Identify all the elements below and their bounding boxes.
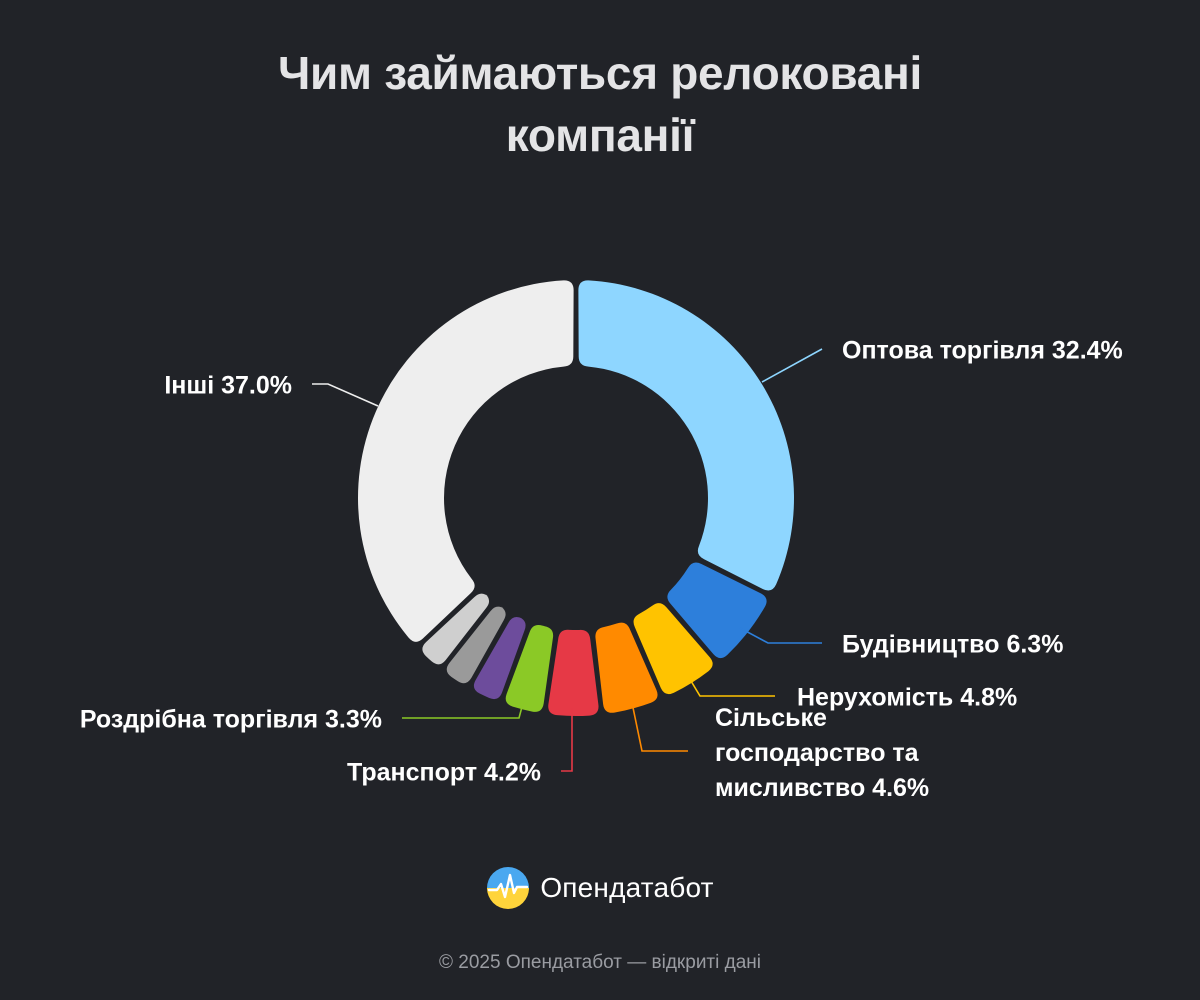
leader-line-2 <box>687 675 775 697</box>
donut-slice-5 <box>505 624 554 712</box>
leader-line-3 <box>630 697 688 752</box>
leader-line-1 <box>739 627 822 644</box>
leader-line-9 <box>312 383 379 407</box>
donut-slice-0 <box>578 280 794 591</box>
donut-slice-3 <box>595 622 658 713</box>
leader-line-4 <box>561 708 573 772</box>
donut-slice-9 <box>358 280 574 642</box>
data-label-9: Інші 37.0% <box>164 372 292 400</box>
donut-slice-2 <box>633 603 713 695</box>
data-label-2: Нерухомість 4.8% <box>797 684 1017 712</box>
donut-slice-4 <box>548 629 599 716</box>
data-label-0: Оптова торгівля 32.4% <box>842 337 1123 365</box>
data-label-5: Роздрібна торгівля 3.3% <box>80 706 382 734</box>
brand-name: Опендатабот <box>540 872 714 903</box>
leader-line-5 <box>402 702 524 719</box>
leader-line-0 <box>761 348 823 383</box>
data-label-1: Будівництво 6.3% <box>842 631 1063 659</box>
data-label-3: Сільське господарство та мисливство 4.6% <box>715 704 929 802</box>
chart-title-line-2: компанії <box>505 109 695 161</box>
donut-slice-1 <box>667 562 767 659</box>
chart-title-line-1: Чим займаються релоковані <box>278 47 922 99</box>
donut-slice-unlabeled-6 <box>473 617 526 700</box>
footer-copyright: © 2025 Опендатабот — відкриті дані <box>439 952 761 973</box>
data-label-4: Транспорт 4.2% <box>347 759 541 787</box>
donut-slice-unlabeled-7 <box>446 606 506 684</box>
opendatabot-logo-icon <box>487 867 530 909</box>
brand: Опендатабот <box>0 866 1200 910</box>
donut-slice-unlabeled-8 <box>422 593 490 665</box>
chart-title: Чим займаються релоковані компанії <box>0 42 1200 166</box>
